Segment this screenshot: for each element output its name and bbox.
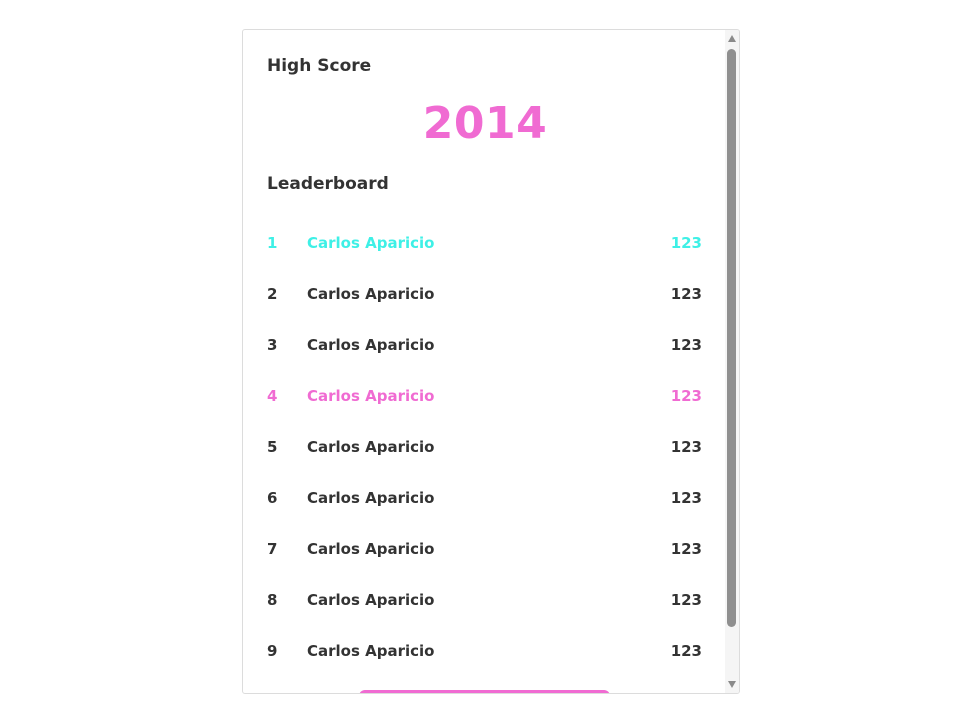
high-score-title: High Score (267, 56, 372, 76)
row-score: 123 (670, 642, 702, 660)
leaderboard-row-7: 7 Carlos Aparicio 123 (243, 523, 727, 574)
leaderboard-list: 1 Carlos Aparicio 123 2 Carlos Aparicio … (243, 217, 727, 676)
row-player-name: Carlos Aparicio (307, 285, 435, 303)
play-button[interactable] (359, 690, 610, 693)
leaderboard-row-1: 1 Carlos Aparicio 123 (243, 217, 727, 268)
row-rank: 9 (267, 642, 278, 660)
leaderboard-row-9: 9 Carlos Aparicio 123 (243, 625, 727, 676)
high-score-value: 2014 (422, 98, 548, 149)
row-rank: 4 (267, 387, 278, 405)
row-rank: 1 (267, 234, 278, 252)
vertical-scrollbar[interactable] (725, 30, 739, 693)
row-player-name: Carlos Aparicio (307, 438, 435, 456)
row-score: 123 (670, 438, 702, 456)
row-score: 123 (670, 489, 702, 507)
row-score: 123 (670, 336, 702, 354)
panel-content: High Score 2014 Leaderboard 1 Carlos Apa… (243, 30, 727, 693)
row-score: 123 (670, 591, 702, 609)
leaderboard-row-5: 5 Carlos Aparicio 123 (243, 421, 727, 472)
row-rank: 2 (267, 285, 278, 303)
row-player-name: Carlos Aparicio (307, 387, 435, 405)
leaderboard-row-3: 3 Carlos Aparicio 123 (243, 319, 727, 370)
row-score: 123 (670, 234, 702, 252)
scroll-down-arrow-icon[interactable] (728, 681, 736, 688)
leaderboard-title: Leaderboard (267, 174, 389, 194)
row-rank: 8 (267, 591, 278, 609)
leaderboard-row-2: 2 Carlos Aparicio 123 (243, 268, 727, 319)
leaderboard-row-4: 4 Carlos Aparicio 123 (243, 370, 727, 421)
row-rank: 5 (267, 438, 278, 456)
scroll-up-arrow-icon[interactable] (728, 35, 736, 42)
row-player-name: Carlos Aparicio (307, 489, 435, 507)
leaderboard-row-8: 8 Carlos Aparicio 123 (243, 574, 727, 625)
row-score: 123 (670, 387, 702, 405)
row-rank: 6 (267, 489, 278, 507)
row-score: 123 (670, 540, 702, 558)
row-player-name: Carlos Aparicio (307, 234, 435, 252)
row-score: 123 (670, 285, 702, 303)
row-player-name: Carlos Aparicio (307, 642, 435, 660)
scrollbar-thumb[interactable] (727, 49, 736, 627)
leaderboard-panel: High Score 2014 Leaderboard 1 Carlos Apa… (242, 29, 740, 694)
row-rank: 7 (267, 540, 278, 558)
leaderboard-row-6: 6 Carlos Aparicio 123 (243, 472, 727, 523)
row-rank: 3 (267, 336, 278, 354)
row-player-name: Carlos Aparicio (307, 540, 435, 558)
row-player-name: Carlos Aparicio (307, 591, 435, 609)
row-player-name: Carlos Aparicio (307, 336, 435, 354)
